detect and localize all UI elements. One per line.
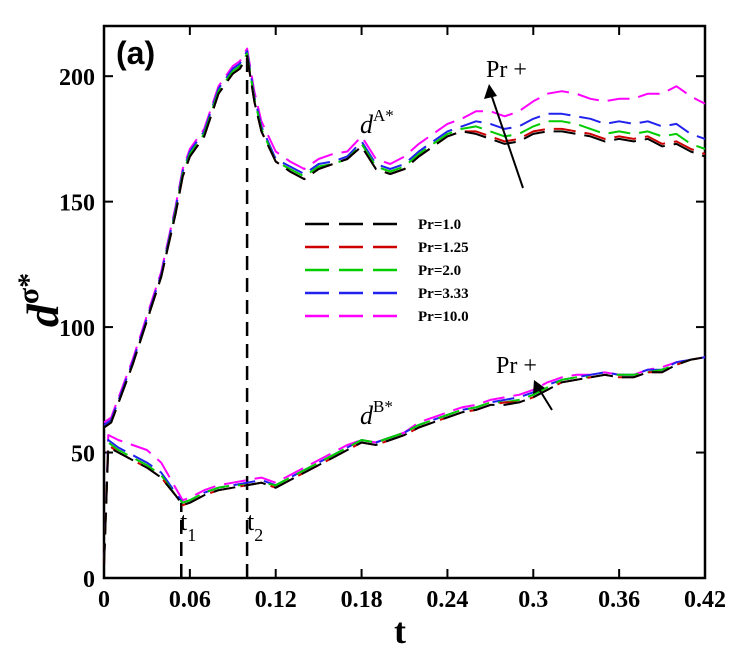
arrow-upper [484,84,524,189]
legend-label-pr-1-0: Pr=1.0 [418,217,461,233]
annotation-pr-lower: Pr + [496,353,537,379]
series-lines [103,47,706,566]
y-tick-label: 150 [59,191,95,217]
y-axis-title-base: d [17,303,68,327]
arrow-lower-shaft [538,388,553,411]
y-tick-label: 50 [71,442,95,468]
arrow-upper-shaft [490,93,524,189]
t1-label-base: t [180,507,188,536]
t2-label-sub: 2 [254,525,263,545]
arrow-lower [533,380,553,411]
x-tick-label: 0.42 [684,587,726,613]
y-axis-title-sup: σ* [12,273,45,304]
x-tick-label: 0.3 [518,587,548,613]
legend-label-pr-3-33: Pr=3.33 [418,286,469,302]
annotation-dB-base: d [360,401,374,430]
series-pr-10-0-curve-A [103,47,706,424]
plot-frame [102,24,707,580]
arrow-upper-head [484,84,497,99]
legend-label-pr-2-0: Pr=2.0 [418,263,461,279]
x-tick-label: 0.36 [598,587,640,613]
y-tick-label: 100 [59,316,95,342]
annotation-dA: dA* [360,106,394,139]
series-pr-1-0-curve-B [103,356,706,566]
series-pr-2-0-curve-A [103,52,706,429]
series-pr-3-33-curve-A [103,50,706,426]
x-tick-label: 0.12 [255,587,297,613]
marker-lines [180,56,249,578]
series-pr-1-0-curve-A [103,55,706,429]
y-tick-label: 0 [83,567,95,593]
legend: Pr=1.0 Pr=1.25 Pr=2.0 Pr=3.33 Pr=10.0 [305,217,469,325]
t1-label: t1 [180,507,196,545]
x-tick-label: 0.06 [169,587,211,613]
t1-label-sub: 1 [187,525,196,545]
t2-label-base: t [247,507,255,536]
y-tick-label: 200 [59,65,95,91]
legend-label-pr-10-0: Pr=10.0 [418,309,469,325]
t2-label: t2 [247,507,263,545]
x-axis-title: t [394,611,406,651]
x-tick-label: 0.24 [426,587,468,613]
series-pr-1-25-curve-A [103,55,706,429]
annotation-dB-sup: B* [373,397,393,416]
legend-label-pr-1-25: Pr=1.25 [418,240,469,256]
series-pr-10-0-curve-B [103,356,706,566]
annotation-dB: dB* [360,397,393,430]
panel-label: (a) [116,35,155,71]
arrow-lower-head [533,380,545,394]
annotation-dA-base: d [360,110,374,139]
annotation-dA-sup: A* [373,106,394,125]
y-axis-title: dσ* [12,273,68,327]
x-tick-label: 0 [98,587,110,613]
axis-ticks: 0 0.06 0.12 0.18 0.24 0.3 0.36 0.42 0 50 100 150 200 [59,26,726,613]
x-tick-label: 0.18 [341,587,383,613]
annotation-pr-upper: Pr + [486,57,527,83]
